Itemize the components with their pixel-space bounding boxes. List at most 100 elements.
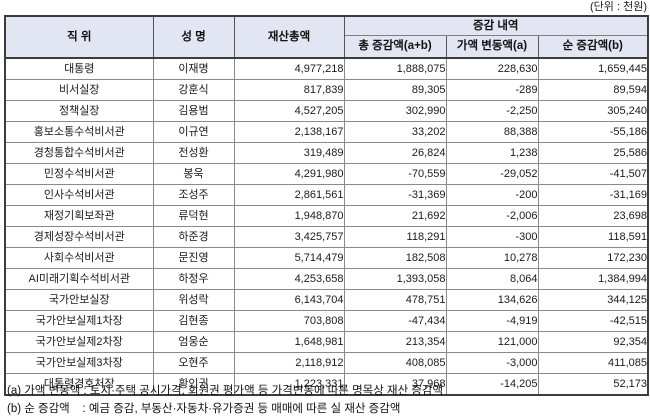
col-header-total-assets: 재산총액 (233, 15, 345, 59)
position-cell: 국가안보실제3차장 (4, 352, 154, 374)
col-header-name: 성 명 (152, 15, 235, 59)
value-change-cell: 121,000 (445, 331, 539, 353)
total-change-cell: 37,968 (343, 373, 447, 396)
table-row: 국가안보실제3차장 오현주 2,118,912 408,085 -3,000 411,08… (4, 352, 649, 374)
value-change-cell: -29,052 (445, 163, 539, 185)
net-change-cell: -31,169 (537, 184, 649, 206)
position-cell: 경제성장수석비서관 (4, 226, 154, 248)
total-assets-cell: 4,253,658 (233, 268, 345, 290)
footnote-a: (a) 가액 변동액 : 토지·주택 공시가격, 회원권 평가액 등 가격변동에… (7, 385, 444, 397)
total-assets-cell: 2,138,167 (233, 121, 345, 143)
total-assets-cell: 2,118,912 (233, 352, 345, 374)
total-assets-cell: 4,977,218 (233, 57, 345, 80)
table-row: AI미래기획수석비서관 하정우 4,253,658 1,393,058 8,064 1,3… (4, 268, 649, 290)
total-change-cell: 89,305 (343, 79, 447, 101)
total-change-cell: 21,692 (343, 205, 447, 227)
total-change-cell: 26,824 (343, 142, 447, 164)
net-change-cell: 118,591 (537, 226, 649, 248)
total-change-cell: 213,354 (343, 331, 447, 353)
total-assets-cell: 4,291,980 (233, 163, 345, 185)
unit-label: (단위 : 천원) (590, 1, 647, 13)
total-assets-cell: 4,527,205 (233, 100, 345, 122)
value-change-cell: 8,064 (445, 268, 539, 290)
table-body: 대통령 이재명 4,977,218 1,888,075 228,630 1,659,445… (4, 57, 649, 396)
total-change-cell: 182,508 (343, 247, 447, 269)
total-change-cell: 408,085 (343, 352, 447, 374)
total-change-cell: 118,291 (343, 226, 447, 248)
col-header-position: 직 위 (4, 15, 154, 59)
name-cell: 문진영 (152, 247, 235, 269)
name-cell: 하정우 (152, 268, 235, 290)
total-assets-cell: 703,808 (233, 310, 345, 332)
net-change-cell: 411,085 (537, 352, 649, 374)
name-cell: 이재명 (152, 57, 235, 80)
total-change-cell: 478,751 (343, 289, 447, 311)
col-header-change-group: 증감 내역 (343, 15, 649, 36)
table-row: 국가안보실제1차장 김현종 703,808 -47,434 -4,919 -42,515 (4, 310, 649, 332)
position-cell: 대통령경호처장 (4, 373, 154, 396)
value-change-cell: -300 (445, 226, 539, 248)
name-cell: 엄웅순 (152, 331, 235, 353)
name-cell: 강훈식 (152, 79, 235, 101)
name-cell: 오현주 (152, 352, 235, 374)
table-row: 대통령경호처장 황인권 1,223,331 37,968 -14,205 52,173 (4, 373, 649, 396)
table-row: 인사수석비서관 조성주 2,861,561 -31,369 -200 -31,169 (4, 184, 649, 206)
net-change-cell: -55,186 (537, 121, 649, 143)
total-change-cell: 33,202 (343, 121, 447, 143)
net-change-cell: 23,698 (537, 205, 649, 227)
value-change-cell: 134,626 (445, 289, 539, 311)
position-cell: 정책실장 (4, 100, 154, 122)
value-change-cell: -2,250 (445, 100, 539, 122)
name-cell: 이규연 (152, 121, 235, 143)
name-cell: 조성주 (152, 184, 235, 206)
name-cell: 류덕현 (152, 205, 235, 227)
total-assets-cell: 5,714,479 (233, 247, 345, 269)
total-assets-cell: 3,425,757 (233, 226, 345, 248)
table-row: 비서실장 강훈식 817,839 89,305 -289 89,594 (4, 79, 649, 101)
net-change-cell: 172,230 (537, 247, 649, 269)
table-row: 경제성장수석비서관 하준경 3,425,757 118,291 -300 118,591 (4, 226, 649, 248)
position-cell: 경청통합수석비서관 (4, 142, 154, 164)
value-change-cell: 1,238 (445, 142, 539, 164)
table-row: 민정수석비서관 봉욱 4,291,980 -70,559 -29,052 -41,507 (4, 163, 649, 185)
value-change-cell: 228,630 (445, 57, 539, 80)
total-assets-cell: 1,223,331 (233, 373, 345, 396)
total-assets-cell: 1,948,870 (233, 205, 345, 227)
net-change-cell: -42,515 (537, 310, 649, 332)
value-change-cell: -3,000 (445, 352, 539, 374)
net-change-cell: 25,586 (537, 142, 649, 164)
total-change-cell: 1,393,058 (343, 268, 447, 290)
table-row: 사회수석비서관 문진영 5,714,479 182,508 10,278 172,230 (4, 247, 649, 269)
table-row: 국가안보실제2차장 엄웅순 1,648,981 213,354 121,000 92,35… (4, 331, 649, 353)
net-change-cell: 1,384,994 (537, 268, 649, 290)
name-cell: 봉욱 (152, 163, 235, 185)
total-assets-cell: 817,839 (233, 79, 345, 101)
table-row: 국가안보실장 위성락 6,143,704 478,751 134,626 344,125 (4, 289, 649, 311)
table-header: 직 위 성 명 재산총액 증감 내역 총 증감액(a+b) 가액 변동액(a) … (4, 15, 649, 59)
position-cell: 비서실장 (4, 79, 154, 101)
value-change-cell: -200 (445, 184, 539, 206)
net-change-cell: 344,125 (537, 289, 649, 311)
footnotes: (a) 가액 변동액 : 토지·주택 공시가격, 회원권 평가액 등 가격변동에… (7, 384, 646, 420)
position-cell: AI미래기획수석비서관 (4, 268, 154, 290)
position-cell: 재정기획보좌관 (4, 205, 154, 227)
value-change-cell: -4,919 (445, 310, 539, 332)
col-header-net-change: 순 증감액(b) (537, 35, 649, 59)
total-change-cell: 1,888,075 (343, 57, 447, 80)
asset-change-table: 직 위 성 명 재산총액 증감 내역 총 증감액(a+b) 가액 변동액(a) … (4, 15, 649, 396)
net-change-cell: 89,594 (537, 79, 649, 101)
total-assets-cell: 6,143,704 (233, 289, 345, 311)
name-cell: 위성락 (152, 289, 235, 311)
total-change-cell: -31,369 (343, 184, 447, 206)
value-change-cell: 10,278 (445, 247, 539, 269)
col-header-total-change: 총 증감액(a+b) (343, 35, 447, 59)
name-cell: 하준경 (152, 226, 235, 248)
position-cell: 인사수석비서관 (4, 184, 154, 206)
name-cell: 전성환 (152, 142, 235, 164)
net-change-cell: 305,240 (537, 100, 649, 122)
name-cell: 김현종 (152, 310, 235, 332)
position-cell: 사회수석비서관 (4, 247, 154, 269)
net-change-cell: -41,507 (537, 163, 649, 185)
value-change-cell: -14,205 (445, 373, 539, 396)
